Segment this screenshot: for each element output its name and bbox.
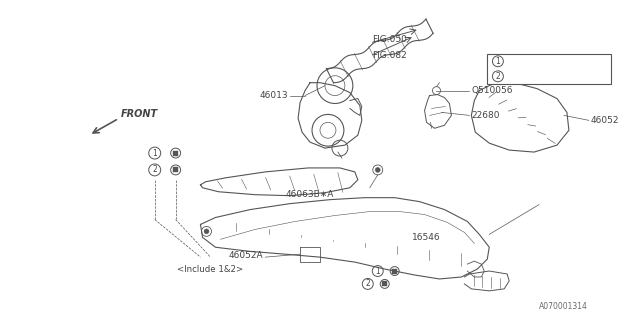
Text: 2: 2: [495, 72, 500, 81]
Text: 1: 1: [152, 148, 157, 157]
Text: FRONT: FRONT: [121, 109, 158, 119]
FancyBboxPatch shape: [173, 151, 178, 156]
Text: 22680: 22680: [471, 111, 500, 120]
Text: 1: 1: [495, 57, 500, 66]
Text: Q510056: Q510056: [471, 86, 513, 95]
Text: A070001314: A070001314: [539, 302, 588, 311]
Circle shape: [375, 167, 380, 172]
FancyBboxPatch shape: [392, 268, 397, 274]
Text: 46013: 46013: [259, 91, 288, 100]
Text: 46063B∗A: 46063B∗A: [285, 190, 333, 199]
Bar: [487, 54, 611, 84]
Text: FIG.082: FIG.082: [372, 52, 406, 60]
Text: 46052A: 46052A: [228, 251, 263, 260]
FancyBboxPatch shape: [173, 167, 178, 172]
FancyBboxPatch shape: [382, 281, 387, 286]
Text: 46052: 46052: [591, 116, 620, 125]
Text: 2: 2: [152, 165, 157, 174]
Text: 46083∗A: 46083∗A: [513, 72, 555, 81]
Text: <Include 1&2>: <Include 1&2>: [177, 265, 243, 274]
Text: 2: 2: [365, 279, 370, 288]
Circle shape: [204, 229, 209, 234]
Text: 1: 1: [376, 267, 380, 276]
Text: 46022∗A: 46022∗A: [513, 57, 555, 66]
Text: 16546: 16546: [412, 233, 440, 242]
Text: FIG.050: FIG.050: [372, 35, 406, 44]
